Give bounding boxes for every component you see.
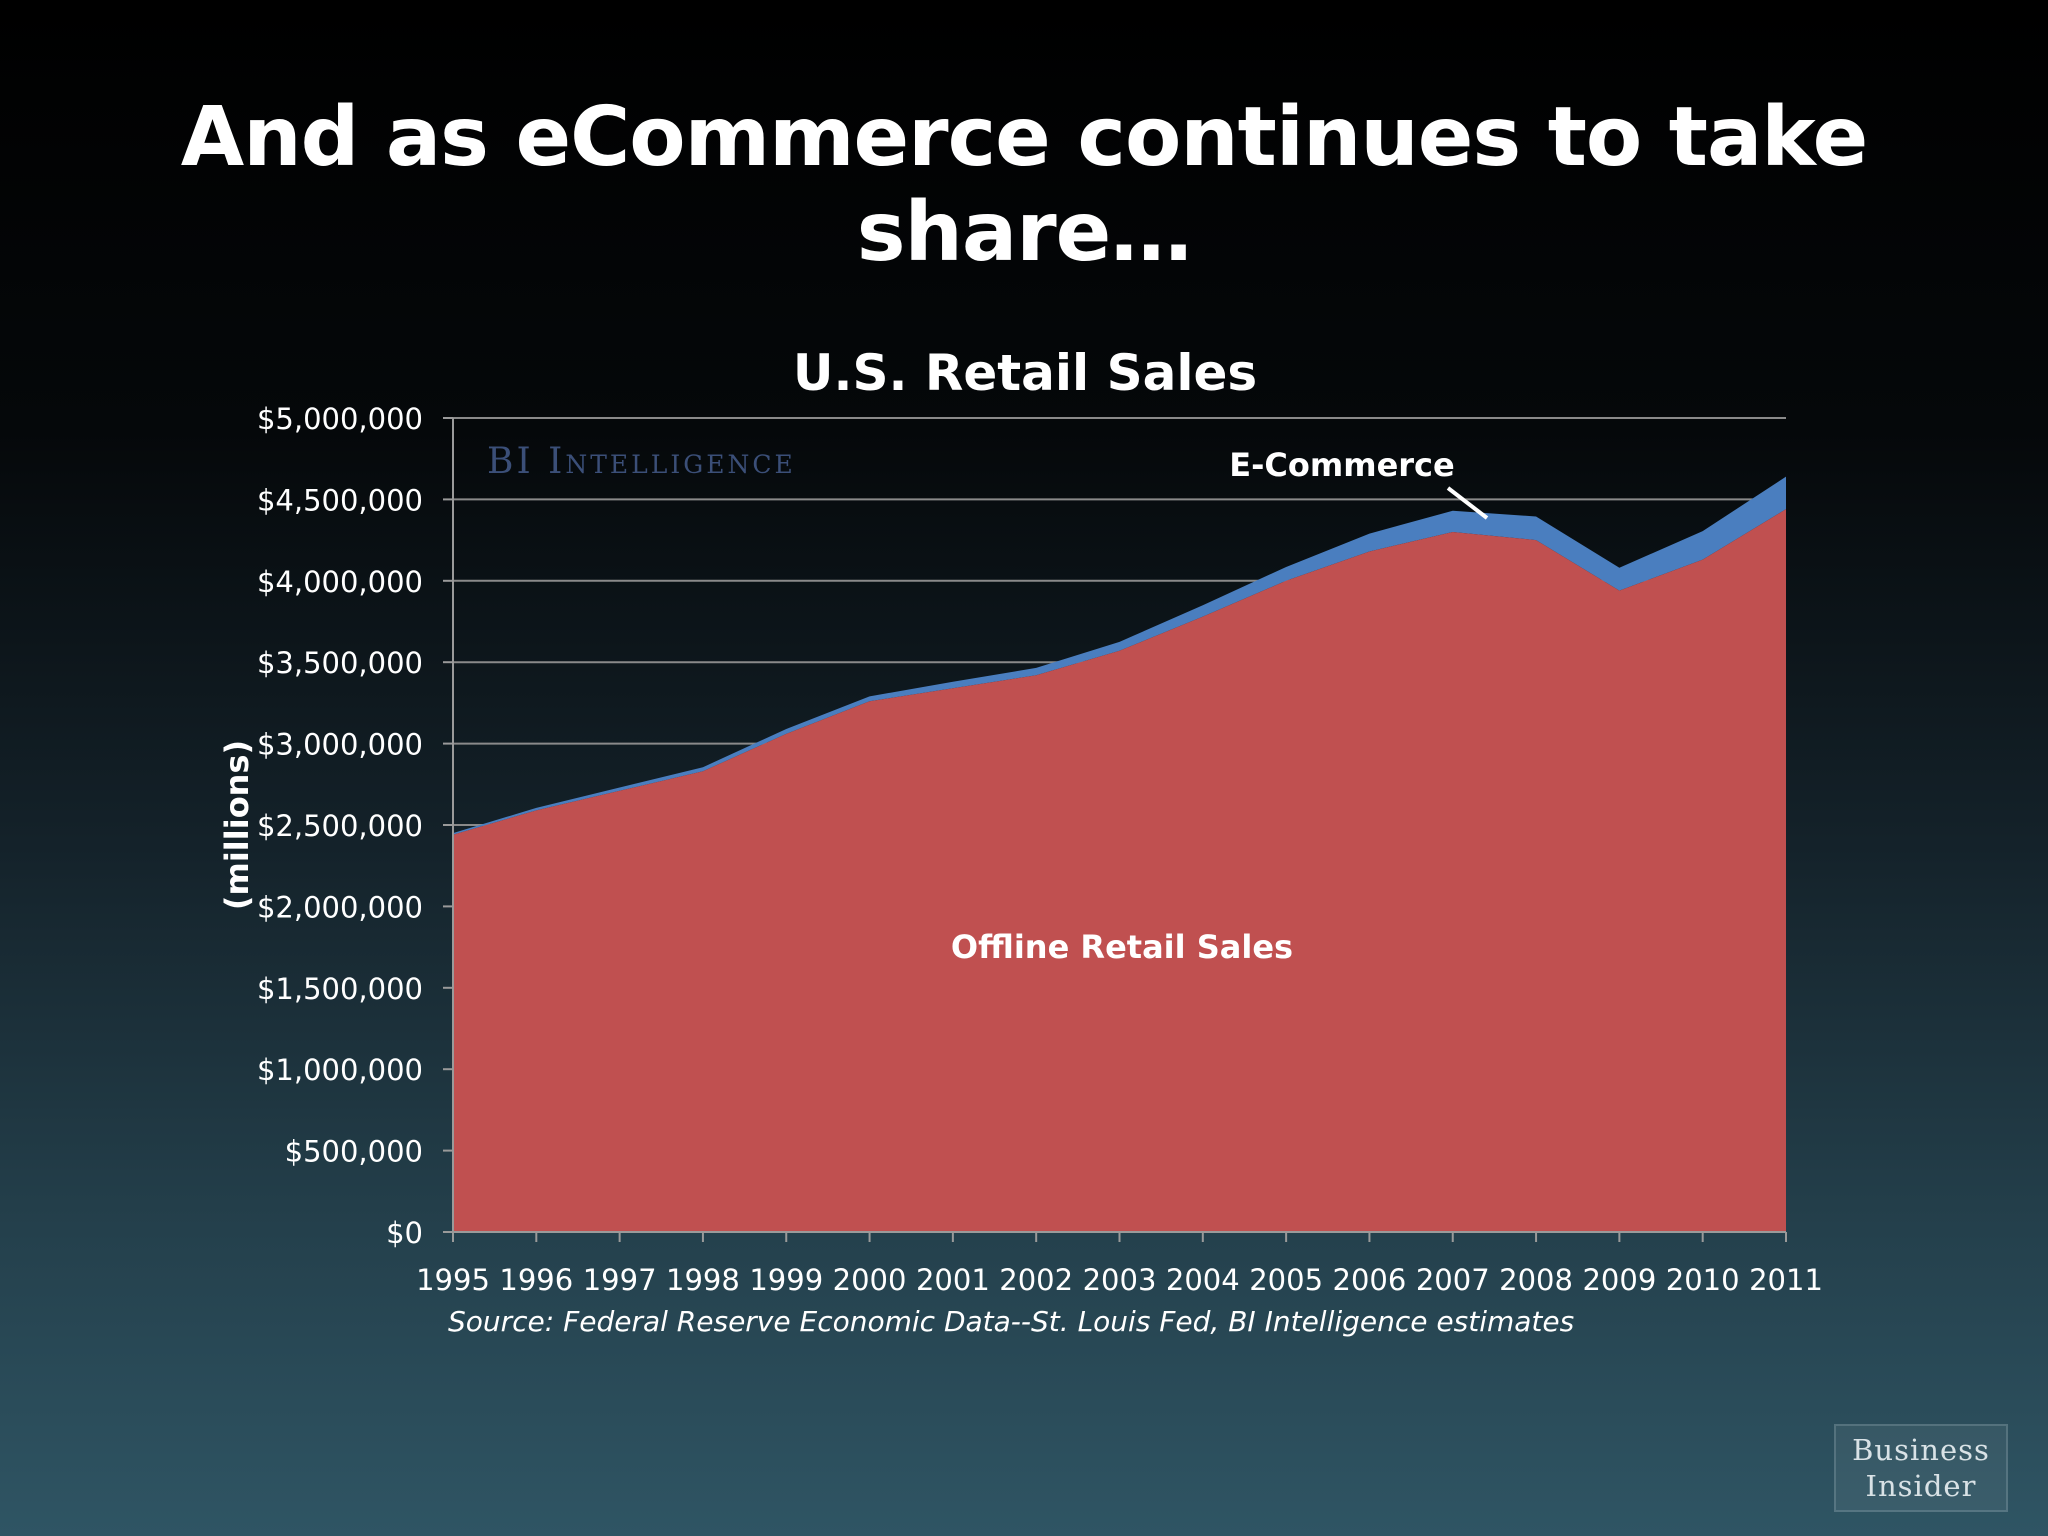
watermark-text: BI Intelligence	[487, 441, 796, 482]
x-tick-labels: 1995 1996 1997 1998 1999 2000 2001 2002 2003 2004…	[416, 1263, 1823, 1297]
x-tick-label: 2008	[1499, 1263, 1573, 1297]
x-tick-label: 2010	[1666, 1263, 1740, 1297]
x-tick-label: 2007	[1416, 1263, 1490, 1297]
y-tick-label: $2,000,000	[257, 890, 423, 924]
ecommerce-callout-line	[1446, 486, 1489, 520]
x-tick-label: 2004	[1166, 1263, 1240, 1297]
axes	[452, 418, 1787, 1242]
x-tick-label: 1995	[416, 1263, 490, 1297]
logo-line-2: Insider	[1865, 1469, 1977, 1503]
x-tick-label: 2003	[1083, 1263, 1157, 1297]
x-tick-label: 1999	[749, 1263, 823, 1297]
x-tick-label: 2002	[999, 1263, 1073, 1297]
area-series-offline-retail-sales	[453, 509, 1786, 1233]
y-tick-labels: $0 $500,000 $1,000,000 $1,500,000 $2,000,000…	[257, 402, 423, 1250]
x-tick-label: 1996	[499, 1263, 573, 1297]
x-tick-label: 1997	[583, 1263, 657, 1297]
x-tick-label: 2001	[916, 1263, 990, 1297]
x-tick-label: 2006	[1333, 1263, 1407, 1297]
business-insider-logo: Business Insider	[1834, 1424, 2008, 1512]
y-tick-label: $0	[386, 1216, 423, 1250]
y-tick-label: $5,000,000	[257, 402, 423, 436]
slide-title: And as eCommerce continues to take share…	[180, 90, 1869, 280]
y-tick-label: $500,000	[285, 1135, 423, 1169]
area-series-group	[453, 476, 1786, 1233]
x-tick-label: 1998	[666, 1263, 740, 1297]
y-axis-label: (millions)	[218, 740, 256, 910]
y-tick-label: $4,000,000	[257, 565, 423, 599]
y-tick-label: $1,000,000	[257, 1053, 423, 1087]
logo-line-1: Business	[1852, 1433, 1990, 1467]
series-label-offline: Offline Retail Sales	[951, 928, 1293, 966]
x-tick-label: 2011	[1749, 1263, 1823, 1297]
series-label-ecommerce: E-Commerce	[1229, 446, 1454, 484]
y-tick-label: $3,000,000	[257, 728, 423, 762]
y-tick-label: $2,500,000	[257, 809, 423, 843]
y-tick-label: $1,500,000	[257, 972, 423, 1006]
x-tick-label: 2009	[1582, 1263, 1656, 1297]
y-tick-label: $3,500,000	[257, 646, 423, 680]
y-tick-label: $4,500,000	[257, 483, 423, 517]
chart-title: U.S. Retail Sales	[793, 344, 1257, 402]
x-tick-label: 2000	[833, 1263, 907, 1297]
source-note: Source: Federal Reserve Economic Data--S…	[448, 1305, 1574, 1338]
x-tick-label: 2005	[1249, 1263, 1323, 1297]
